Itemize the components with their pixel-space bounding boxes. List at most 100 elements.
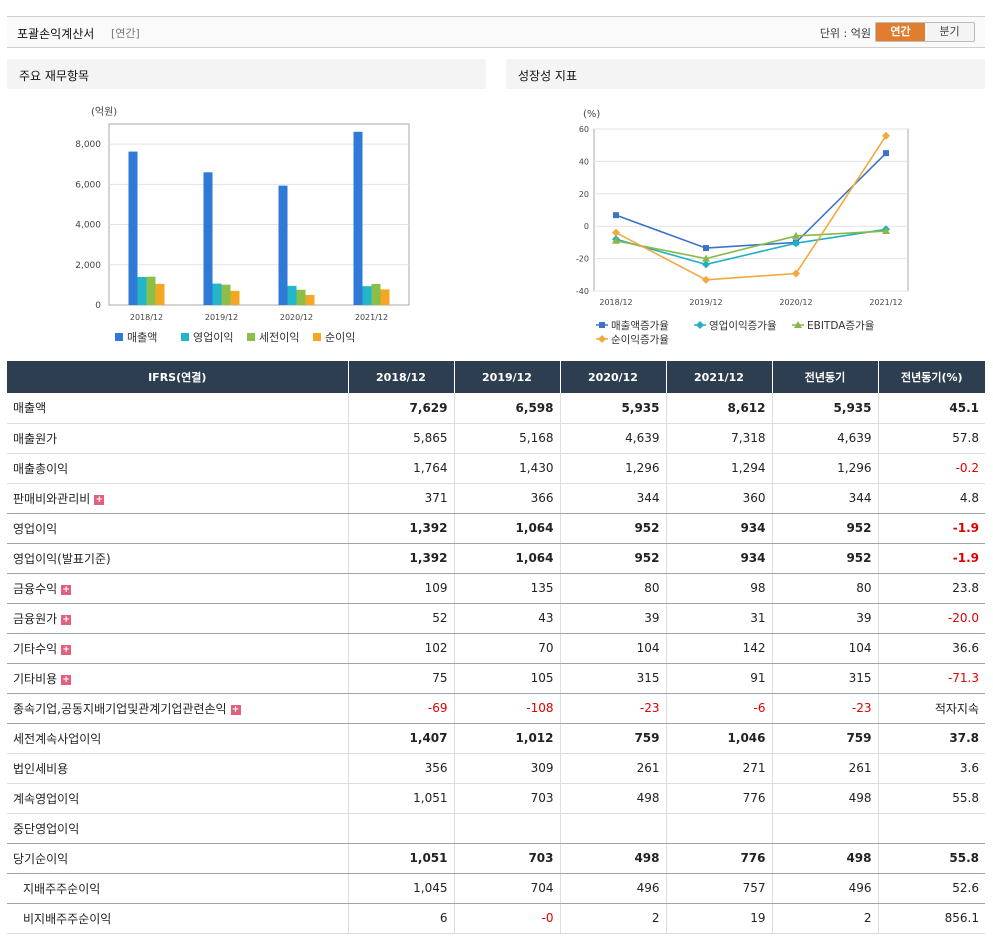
- y-tick-label: 60: [579, 125, 589, 134]
- y-tick-label: 40: [579, 157, 589, 166]
- cell-value: 6: [347, 903, 454, 934]
- cell-value: 1,045: [347, 873, 454, 904]
- expand-plus-icon[interactable]: +: [61, 614, 72, 625]
- period-toggle: 연간 분기: [875, 22, 975, 42]
- cell-value: 371: [347, 483, 454, 514]
- cell-value: 1,392: [347, 543, 454, 574]
- legend-swatch: [247, 333, 255, 341]
- cell-value: 1,294: [665, 453, 772, 484]
- x-tick-label: 2020/12: [779, 298, 812, 307]
- cell-value: -20.0: [877, 603, 985, 634]
- cell-value: 102: [347, 633, 454, 664]
- cell-value: 344: [771, 483, 878, 514]
- row-label-text: 기타비용: [13, 671, 58, 686]
- cell-value: 496: [559, 873, 666, 904]
- cell-value: 2: [771, 903, 878, 934]
- table-row: 비지배주주순이익 6 -0 2 19 2 856.1: [7, 903, 985, 934]
- table-row: 계속영업이익 1,051 703 498 776 498 55.8: [7, 783, 985, 814]
- row-label[interactable]: 금융수익 +: [7, 573, 348, 604]
- row-label: 중단영업이익: [7, 813, 348, 844]
- cell-value: 856.1: [877, 903, 985, 934]
- growth-indicators-title: 성장성 지표: [506, 59, 985, 89]
- row-label: 당기순이익: [7, 843, 348, 874]
- table-row: 영업이익 1,392 1,064 952 934 952 -1.9: [7, 513, 985, 544]
- cell-value: 37.8: [877, 723, 985, 754]
- cell-value: -0: [453, 903, 560, 934]
- y-tick-label: 8,000: [75, 140, 101, 150]
- cell-value: 498: [771, 843, 878, 874]
- cell-value: 1,430: [453, 453, 560, 484]
- legend-label: 영업이익: [193, 331, 233, 344]
- y-tick-label: 0: [95, 301, 101, 311]
- row-label[interactable]: 금융원가 +: [7, 603, 348, 634]
- expand-plus-icon[interactable]: +: [94, 494, 105, 505]
- cell-value: 1,064: [453, 543, 560, 574]
- data-point: [612, 236, 620, 244]
- table-row: 매출총이익 1,764 1,430 1,296 1,294 1,296 -0.2: [7, 453, 985, 484]
- cell-value: -108: [453, 693, 560, 724]
- table-row: 기타비용 +75 105 315 91 315 -71.3: [7, 663, 985, 694]
- expand-plus-icon[interactable]: +: [61, 584, 72, 595]
- cell-value: 109: [347, 573, 454, 604]
- row-label: 비지배주주순이익: [7, 903, 348, 934]
- table-body: 매출액 7,629 6,598 5,935 8,612 5,935 45.1 매출원가 5,86…: [7, 393, 985, 934]
- data-point: [883, 150, 889, 157]
- income-statement-table: IFRS(연결) 2018/12 2019/12 2020/12 2021/12 전년동기…: [7, 361, 985, 934]
- cell-value: 271: [665, 753, 772, 784]
- cell-value: 104: [771, 633, 878, 664]
- legend-swatch: [115, 333, 123, 341]
- expand-plus-icon[interactable]: +: [230, 704, 241, 715]
- expand-plus-icon[interactable]: +: [61, 674, 72, 685]
- growth-indicators-panel: 성장성 지표 -40 -20 0 20 40 60 (%) 2018/12 2019/12 202…: [506, 59, 985, 359]
- legend-label: 매출액: [127, 331, 157, 344]
- cell-value: 703: [453, 783, 560, 814]
- cell-value: 1,407: [347, 723, 454, 754]
- table-row: 매출원가 5,865 5,168 4,639 7,318 4,639 57.8: [7, 423, 985, 454]
- row-label[interactable]: 종속기업,공동지배기업및관계기업관련손익 +: [7, 693, 348, 724]
- cell-value: 45.1: [877, 393, 985, 424]
- cell-value: 55.8: [877, 843, 985, 874]
- header-ifrs: IFRS(연결): [7, 361, 348, 393]
- cell-value: 3.6: [877, 753, 985, 784]
- expand-plus-icon[interactable]: +: [61, 644, 72, 655]
- table-row: 금융원가 +52 43 39 31 39 -20.0: [7, 603, 985, 634]
- bar-net: [155, 283, 165, 305]
- header-col-5: 전년동기: [771, 361, 878, 393]
- row-label[interactable]: 판매비와관리비 +: [7, 483, 348, 514]
- cell-value: 1,064: [453, 513, 560, 544]
- cell-value: 344: [559, 483, 666, 514]
- header-col-6: 전년동기(%): [877, 361, 985, 393]
- cell-value: -6: [665, 693, 772, 724]
- period-tag: [연간]: [111, 27, 140, 40]
- cell-value: 36.6: [877, 633, 985, 664]
- bar-pretax: [296, 289, 306, 305]
- series-line-growth_ebitda: [615, 230, 887, 260]
- cell-value: 934: [665, 513, 772, 544]
- cell-value: 75: [347, 663, 454, 694]
- cell-value: 19: [665, 903, 772, 934]
- cell-value: 703: [453, 843, 560, 874]
- data-point: [702, 254, 710, 262]
- cell-value: 52: [347, 603, 454, 634]
- cell-value: 91: [665, 663, 772, 694]
- annual-tab[interactable]: 연간: [876, 23, 925, 41]
- cell-value: 104: [559, 633, 666, 664]
- cell-value: 1,012: [453, 723, 560, 754]
- cell-value: 952: [559, 513, 666, 544]
- legend-marker: [599, 322, 605, 328]
- cell-value: 142: [665, 633, 772, 664]
- quarter-tab[interactable]: 분기: [925, 23, 974, 41]
- row-label[interactable]: 기타수익 +: [7, 633, 348, 664]
- cell-value: 2: [559, 903, 666, 934]
- x-tick-label: 2020/12: [280, 313, 313, 322]
- row-label-text: 기타수익: [13, 641, 58, 656]
- x-tick-label: 2018/12: [130, 313, 163, 322]
- table-row: 종속기업,공동지배기업및관계기업관련손익 + -69 -108 -23 -6 -23 적자지속: [7, 693, 985, 724]
- cell-value: 4,639: [771, 423, 878, 454]
- cell-value: 7,629: [347, 393, 454, 424]
- y-tick-label: -20: [576, 255, 589, 264]
- cell-value: 4.8: [877, 483, 985, 514]
- row-label[interactable]: 기타비용 +: [7, 663, 348, 694]
- cell-value: 1,296: [559, 453, 666, 484]
- cell-value: 498: [559, 783, 666, 814]
